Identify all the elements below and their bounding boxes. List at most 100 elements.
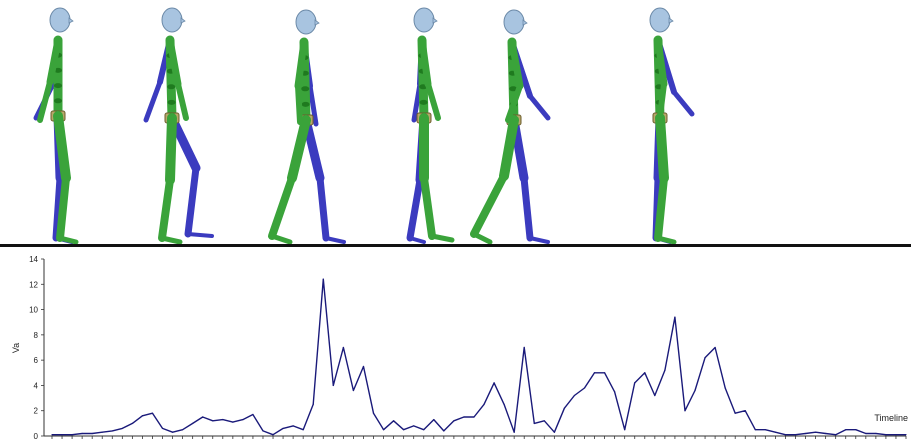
data-point	[473, 416, 475, 418]
near-upper-arm	[508, 38, 524, 90]
y-tick-label: 2	[34, 407, 39, 416]
walking-skeleton-icon-heel-strike	[406, 7, 455, 244]
data-point	[784, 434, 787, 436]
data-point	[362, 365, 365, 368]
y-tick-label: 10	[29, 306, 38, 315]
near-foot	[159, 235, 183, 245]
data-point	[463, 416, 465, 418]
y-tick-group: 0 2 4 6 8 10 12 14	[29, 255, 44, 441]
near-thigh	[499, 115, 519, 181]
ground-line	[0, 244, 911, 247]
vertebra	[419, 99, 428, 105]
y-tick-label: 14	[29, 255, 38, 264]
head	[161, 7, 183, 33]
y-tick-label: 6	[34, 356, 39, 365]
head	[49, 7, 71, 33]
data-point	[272, 434, 274, 436]
data-point	[543, 420, 545, 422]
data-point	[835, 434, 837, 436]
data-point	[81, 432, 83, 435]
near-foot	[471, 231, 493, 245]
head	[295, 9, 317, 35]
series-group	[51, 278, 907, 436]
far-forearm	[671, 89, 695, 117]
data-point	[664, 369, 666, 371]
data-point	[845, 429, 847, 431]
data-point	[232, 421, 234, 423]
near-forearm	[657, 81, 667, 119]
nose	[314, 19, 320, 26]
y-axis-label: Va	[11, 343, 21, 353]
near-shin	[654, 174, 668, 242]
near-forearm	[425, 81, 441, 121]
data-point	[724, 387, 726, 389]
data-point	[654, 394, 656, 397]
data-point	[855, 429, 857, 431]
far-shin	[316, 174, 330, 242]
nose	[432, 17, 438, 24]
data-point	[704, 357, 706, 359]
data-point	[754, 429, 756, 431]
near-thigh	[53, 111, 71, 183]
data-point	[292, 425, 294, 427]
data-point	[51, 434, 53, 436]
walking-skeleton-icon-stand	[33, 7, 79, 245]
data-point	[804, 432, 807, 435]
data-point	[182, 429, 184, 431]
data-point	[774, 431, 776, 433]
data-point	[71, 434, 73, 436]
data-point	[111, 430, 113, 432]
near-foot	[429, 233, 455, 243]
nose	[180, 17, 186, 24]
y-tick-label: 12	[29, 280, 38, 289]
data-point	[614, 391, 616, 393]
near-thigh	[287, 115, 311, 183]
head	[649, 7, 671, 33]
data-point	[603, 372, 606, 374]
far-shin	[184, 164, 200, 238]
vertebra	[167, 84, 176, 90]
data-point	[171, 431, 174, 433]
y-tick-label: 8	[34, 331, 39, 340]
data-point	[503, 403, 505, 405]
data-point	[794, 434, 797, 436]
data-point	[322, 278, 324, 280]
data-point	[101, 431, 103, 433]
data-point	[352, 389, 355, 392]
vertebra	[301, 86, 310, 92]
far-foot	[528, 236, 550, 244]
data-point	[61, 434, 63, 436]
far-forearm	[527, 93, 551, 121]
line-chart: 0 2 4 6 8 10 12 14 Va Timeline	[11, 255, 908, 441]
vertebra	[509, 86, 518, 92]
near-thigh	[165, 113, 177, 185]
data-point	[433, 418, 435, 421]
data-point	[393, 420, 395, 422]
data-point	[131, 422, 133, 424]
data-point	[192, 422, 194, 424]
near-foot	[655, 235, 677, 245]
data-point	[644, 372, 646, 374]
chart-axes	[43, 259, 907, 439]
near-forearm	[295, 83, 303, 125]
vertebra	[54, 83, 62, 89]
data-point	[372, 412, 375, 414]
walking-skeleton-icon-back-leg-lift	[143, 7, 214, 245]
near-forearm	[505, 83, 523, 123]
vertebra	[54, 98, 62, 104]
data-point	[513, 431, 515, 433]
data-point	[342, 346, 344, 349]
data-point	[593, 372, 596, 374]
near-foot	[269, 233, 293, 245]
data-point	[282, 427, 284, 430]
nose	[522, 19, 528, 26]
data-point	[242, 418, 244, 421]
far-foot	[408, 236, 426, 244]
data-point	[312, 403, 314, 405]
data-point	[382, 429, 385, 431]
data-point	[151, 412, 154, 414]
near-upper-arm	[294, 38, 308, 90]
data-point	[895, 434, 897, 436]
near-upper-arm	[46, 36, 62, 86]
data-point	[332, 384, 334, 387]
